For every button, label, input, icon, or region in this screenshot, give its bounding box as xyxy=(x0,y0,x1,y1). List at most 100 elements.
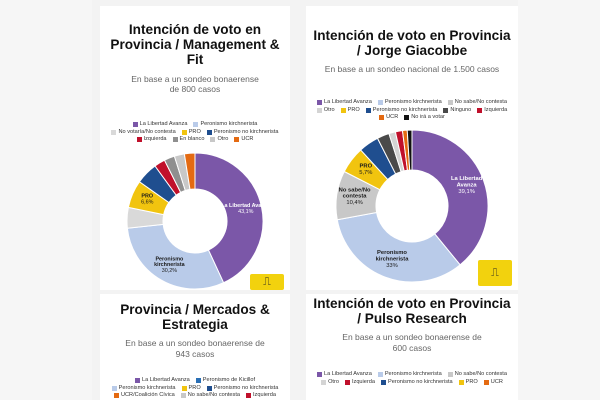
legend-item: La Libertad Avanza xyxy=(134,377,190,384)
right-margin xyxy=(518,0,600,400)
legend-label: UCR xyxy=(386,114,399,121)
legend-item: PRO xyxy=(458,379,478,386)
legend-swatch xyxy=(321,379,327,385)
card-subtitle: En base a un sondeo bonaerense de 943 ca… xyxy=(125,338,265,360)
legend-swatch xyxy=(443,107,449,113)
legend-label: La Libertad Avanza xyxy=(324,99,372,105)
legend-label: Peronismo kirchnerista xyxy=(200,121,258,127)
legend-swatch xyxy=(317,372,323,378)
legend-label: Peronismo kirchnerista xyxy=(384,371,442,377)
pie-slice xyxy=(183,152,196,190)
left-margin xyxy=(0,0,92,400)
legend-swatch xyxy=(365,107,371,113)
slice-data-label: Peronismo kirchnerista 30,2% xyxy=(154,256,186,274)
legend-swatch xyxy=(246,393,251,399)
legend-item: UCR xyxy=(483,378,503,386)
card-title: Provincia / Mercados & Estrategia xyxy=(120,302,270,333)
pie-slice xyxy=(406,129,413,171)
poll-card-pulso-research: Intención de voto en Provincia / Pulso R… xyxy=(306,294,518,400)
legend-swatch xyxy=(380,379,386,385)
legend-label: Izquierda xyxy=(351,378,375,385)
card-title: Intención de voto en Provincia / Pulso R… xyxy=(313,296,511,327)
card-subtitle: En base a un sondeo nacional de 1.500 ca… xyxy=(324,64,500,75)
legend-item: La Libertad Avanza xyxy=(132,121,188,128)
legend-swatch xyxy=(111,129,117,135)
legend-item: Peronismo kirchnerista xyxy=(193,121,258,128)
legend-swatch xyxy=(458,379,464,385)
legend-label: Peronismo no kirchnerista xyxy=(213,384,279,391)
legend-item: Izquierda xyxy=(246,393,276,399)
chart-legend: La Libertad Avanza Peronismo kirchnerista… xyxy=(314,371,510,386)
legend-item: Peronismo kirchnerista xyxy=(377,371,442,378)
legend-swatch xyxy=(377,100,383,106)
legend-swatch xyxy=(180,393,186,399)
chart-legend: La Libertad Avanza Peronismo kirchnerista… xyxy=(314,99,510,121)
legend-label: Peronismo kirchnerista xyxy=(384,99,442,105)
flexo-icon: ⎍ xyxy=(263,275,271,288)
slice-data-label: La Libertad Avanza 39,1% xyxy=(451,176,483,195)
slice-data-label: PRO 6,6% xyxy=(141,193,153,205)
legend-item: La Libertad Avanza xyxy=(317,371,372,378)
legend-swatch xyxy=(134,378,140,384)
legend-label: Peronismo no kirchnerista xyxy=(387,378,453,385)
legend-swatch xyxy=(111,385,117,391)
legend-item: Peronismo no kirchnerista xyxy=(380,378,453,386)
legend-swatch xyxy=(193,122,199,128)
chart-legend: La Libertad Avanza Peronismo de Kicillof P… xyxy=(108,377,282,399)
legend-swatch xyxy=(447,372,453,378)
legend-label: Peronismo no kirchnerista xyxy=(372,106,438,113)
legend-label: No sabe/No contesta xyxy=(454,371,507,377)
card-subtitle: En base a un sondeo bonaerense de 800 ca… xyxy=(131,73,259,95)
legend-item: Peronismo de Kicillof xyxy=(195,377,255,384)
legend-label: UCR xyxy=(241,136,254,143)
legend-item: En blanco xyxy=(172,137,204,143)
legend-label: UCR/Coalición Cívica xyxy=(120,392,175,399)
legend-label: Ninguno xyxy=(450,106,472,113)
card-title: Intención de voto en Provincia / Managem… xyxy=(110,22,280,68)
slice-data-label: No sabe/No contesta 10,4% xyxy=(339,187,371,206)
legend-item: No irá a votar xyxy=(404,115,445,121)
legend-swatch xyxy=(379,115,385,121)
legend-label: Izquierda xyxy=(484,106,508,113)
poll-card-management-fit: Intención de voto en Provincia / Managem… xyxy=(100,6,290,290)
legend-item: No sabe/No contesta xyxy=(447,99,507,106)
slice-data-label: PRO 5,7% xyxy=(359,164,372,176)
legend-item: PRO xyxy=(181,385,201,392)
legend-label: No sabe/No contesta xyxy=(454,99,507,105)
legend-label: Otro xyxy=(323,106,335,113)
card-title: Intención de voto en Provincia / Jorge G… xyxy=(313,28,511,59)
legend-label: Otro xyxy=(328,378,339,385)
legend-item: Izquierda xyxy=(344,378,375,386)
legend-swatch xyxy=(206,129,212,135)
legend-item: UCR/Coalición Cívica xyxy=(113,392,175,399)
legend-swatch xyxy=(404,115,410,121)
legend-label: La Libertad Avanza xyxy=(324,371,372,377)
legend-label: UCR xyxy=(490,378,503,385)
legend-item: No sabe/No contesta xyxy=(180,393,240,399)
flexo-icon-badge[interactable]: ⎍ xyxy=(250,274,284,290)
legend-swatch xyxy=(132,122,138,128)
legend-item: No votaría/No contesta xyxy=(111,128,176,136)
card-subtitle: En base a un sondeo bonaerense de 600 ca… xyxy=(342,332,482,354)
legend-label: PRO xyxy=(188,128,201,135)
legend-label: La Libertad Avanza xyxy=(141,377,190,383)
poll-card-mercados-estrategia: Provincia / Mercados & Estrategia En bas… xyxy=(100,294,290,400)
legend-item: UCR xyxy=(379,115,398,121)
legend-swatch xyxy=(316,107,322,113)
legend-swatch xyxy=(181,385,187,391)
legend-item: No sabe/No contesta xyxy=(447,371,507,378)
flexo-icon-badge[interactable]: ⎍ xyxy=(478,260,512,286)
legend-swatch xyxy=(172,137,178,143)
slice-data-label: La Libertad Avanza 43,1% xyxy=(221,203,271,215)
legend-swatch xyxy=(477,107,483,113)
legend-swatch xyxy=(340,107,346,113)
pie-slice xyxy=(336,211,461,283)
legend-label: La Libertad Avanza xyxy=(139,121,188,127)
pie-slice xyxy=(194,152,264,284)
legend-label: No votaría/No contesta xyxy=(118,128,176,135)
legend-swatch xyxy=(210,137,216,143)
legend-label: Izquierda xyxy=(143,136,167,143)
legend-item: Peronismo no kirchnerista xyxy=(206,384,279,392)
legend-label: Izquierda xyxy=(253,392,277,399)
legend-item: Otro xyxy=(210,137,228,143)
